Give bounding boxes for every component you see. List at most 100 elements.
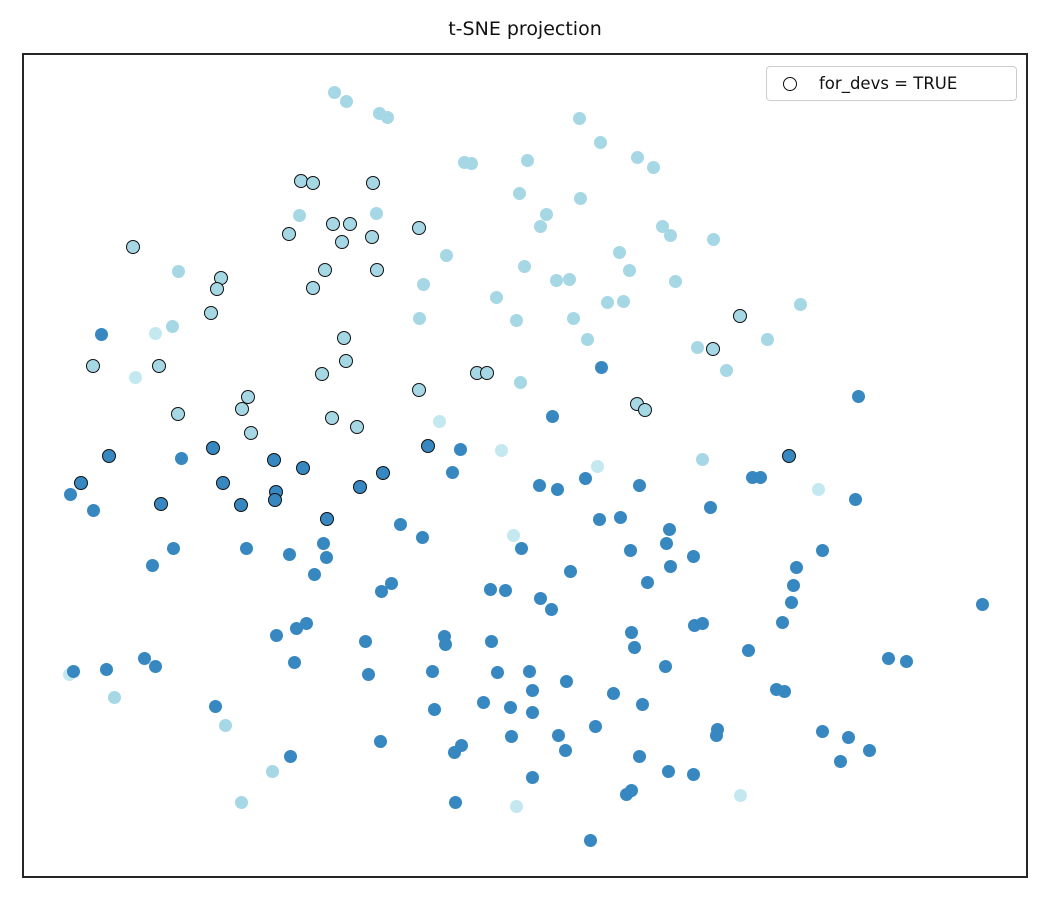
scatter-point-dark-blue bbox=[695, 616, 709, 630]
scatter-point-dark-blue bbox=[583, 833, 597, 847]
scatter-point-dark-blue bbox=[384, 576, 398, 590]
scatter-point-light-blue bbox=[107, 690, 121, 704]
scatter-point-light-blue bbox=[612, 245, 626, 259]
scatter-point-light-blue bbox=[339, 94, 353, 108]
scatter-point-light-blue-for-devs-true bbox=[306, 176, 321, 191]
scatter-point-light-blue bbox=[646, 160, 660, 174]
scatter-point-light-blue-for-devs-true bbox=[366, 176, 381, 191]
scatter-point-dark-blue bbox=[498, 583, 512, 597]
scatter-point-dark-blue bbox=[453, 442, 467, 456]
scatter-point-dark-blue bbox=[86, 503, 100, 517]
scatter-point-light-blue bbox=[292, 208, 306, 222]
scatter-point-dark-blue bbox=[503, 700, 517, 714]
scatter-point-dark-blue bbox=[425, 664, 439, 678]
scatter-point-dark-blue bbox=[438, 637, 452, 651]
scatter-point-dark-blue bbox=[558, 743, 572, 757]
scatter-point-dark-blue bbox=[484, 634, 498, 648]
scatter-point-dark-blue bbox=[145, 558, 159, 572]
scatter-point-dark-blue bbox=[613, 510, 627, 524]
scatter-point-dark-blue bbox=[269, 628, 283, 642]
scatter-point-dark-blue-for-devs-true bbox=[320, 512, 335, 527]
scatter-point-dark-blue bbox=[632, 749, 646, 763]
scatter-point-dark-blue-for-devs-true bbox=[268, 493, 283, 508]
scatter-point-dark-blue bbox=[815, 724, 829, 738]
scatter-point-dark-blue bbox=[686, 767, 700, 781]
scatter-point-dark-blue bbox=[551, 728, 565, 742]
scatter-point-dark-blue bbox=[709, 728, 723, 742]
scatter-point-light-blue-for-devs-true bbox=[244, 426, 259, 441]
scatter-point-light-blue-for-devs-true bbox=[638, 403, 653, 418]
scatter-point-dark-blue-for-devs-true bbox=[353, 480, 368, 495]
scatter-point-faint-light-blue bbox=[733, 788, 747, 802]
scatter-point-light-blue bbox=[234, 795, 248, 809]
scatter-point-dark-blue bbox=[777, 684, 791, 698]
scatter-point-light-blue bbox=[655, 219, 669, 233]
scatter-point-light-blue bbox=[572, 111, 586, 125]
scatter-point-dark-blue bbox=[137, 651, 151, 665]
scatter-point-light-blue bbox=[573, 191, 587, 205]
scatter-point-light-blue-for-devs-true bbox=[325, 411, 340, 426]
scatter-point-dark-blue bbox=[532, 478, 546, 492]
scatter-point-dark-blue bbox=[525, 705, 539, 719]
scatter-point-dark-blue bbox=[490, 665, 504, 679]
scatter-point-light-blue bbox=[520, 153, 534, 167]
scatter-point-dark-blue bbox=[640, 575, 654, 589]
scatter-point-dark-blue bbox=[358, 634, 372, 648]
scatter-point-dark-blue bbox=[592, 512, 606, 526]
scatter-point-dark-blue bbox=[476, 695, 490, 709]
legend: for_devs = TRUE bbox=[766, 66, 1017, 101]
scatter-point-dark-blue bbox=[99, 662, 113, 676]
scatter-point-dark-blue bbox=[624, 625, 638, 639]
scatter-point-dark-blue-for-devs-true bbox=[376, 466, 391, 481]
scatter-point-light-blue bbox=[509, 313, 523, 327]
scatter-point-light-blue bbox=[512, 186, 526, 200]
scatter-point-dark-blue bbox=[815, 543, 829, 557]
scatter-point-dark-blue bbox=[166, 541, 180, 555]
scatter-point-light-blue-for-devs-true bbox=[318, 263, 333, 278]
scatter-point-dark-blue bbox=[299, 616, 313, 630]
scatter-point-dark-blue bbox=[563, 564, 577, 578]
legend-label: for_devs = TRUE bbox=[819, 74, 958, 93]
scatter-point-dark-blue-for-devs-true bbox=[421, 439, 436, 454]
scatter-point-dark-blue bbox=[624, 783, 638, 797]
scatter-point-light-blue-for-devs-true bbox=[86, 359, 101, 374]
scatter-point-dark-blue bbox=[361, 667, 375, 681]
scatter-point-light-blue bbox=[513, 375, 527, 389]
scatter-point-light-blue bbox=[593, 135, 607, 149]
scatter-point-light-blue bbox=[218, 718, 232, 732]
scatter-point-dark-blue bbox=[522, 664, 536, 678]
scatter-point-light-blue-for-devs-true bbox=[733, 309, 748, 324]
scatter-point-light-blue bbox=[265, 764, 279, 778]
scatter-point-dark-blue bbox=[208, 699, 222, 713]
scatter-point-dark-blue-for-devs-true bbox=[206, 441, 221, 456]
scatter-point-light-blue bbox=[668, 274, 682, 288]
scatter-point-dark-blue bbox=[606, 686, 620, 700]
scatter-point-dark-blue-for-devs-true bbox=[296, 461, 311, 476]
scatter-point-dark-blue bbox=[663, 559, 677, 573]
scatter-point-light-blue-for-devs-true bbox=[412, 221, 427, 236]
scatter-point-light-blue-for-devs-true bbox=[480, 366, 495, 381]
scatter-point-light-blue bbox=[539, 207, 553, 221]
scatter-point-dark-blue bbox=[63, 487, 77, 501]
scatter-point-light-blue bbox=[566, 311, 580, 325]
scatter-point-dark-blue bbox=[594, 360, 608, 374]
scatter-point-dark-blue bbox=[94, 327, 108, 341]
scatter-point-dark-blue bbox=[427, 702, 441, 716]
scatter-point-dark-blue bbox=[851, 389, 865, 403]
scatter-point-dark-blue bbox=[393, 517, 407, 531]
scatter-point-light-blue bbox=[412, 311, 426, 325]
scatter-point-dark-blue bbox=[287, 655, 301, 669]
scatter-point-light-blue-for-devs-true bbox=[350, 420, 365, 435]
scatter-point-faint-light-blue bbox=[148, 326, 162, 340]
scatter-point-dark-blue bbox=[881, 651, 895, 665]
scatter-point-dark-blue bbox=[373, 734, 387, 748]
scatter-point-light-blue-for-devs-true bbox=[152, 359, 167, 374]
scatter-point-light-blue-for-devs-true bbox=[171, 407, 186, 422]
scatter-point-light-blue bbox=[562, 272, 576, 286]
scatter-point-dark-blue-for-devs-true bbox=[234, 498, 249, 513]
scatter-point-dark-blue bbox=[862, 743, 876, 757]
scatter-point-light-blue bbox=[171, 264, 185, 278]
scatter-point-faint-light-blue bbox=[509, 799, 523, 813]
scatter-point-light-blue-for-devs-true bbox=[339, 354, 354, 369]
